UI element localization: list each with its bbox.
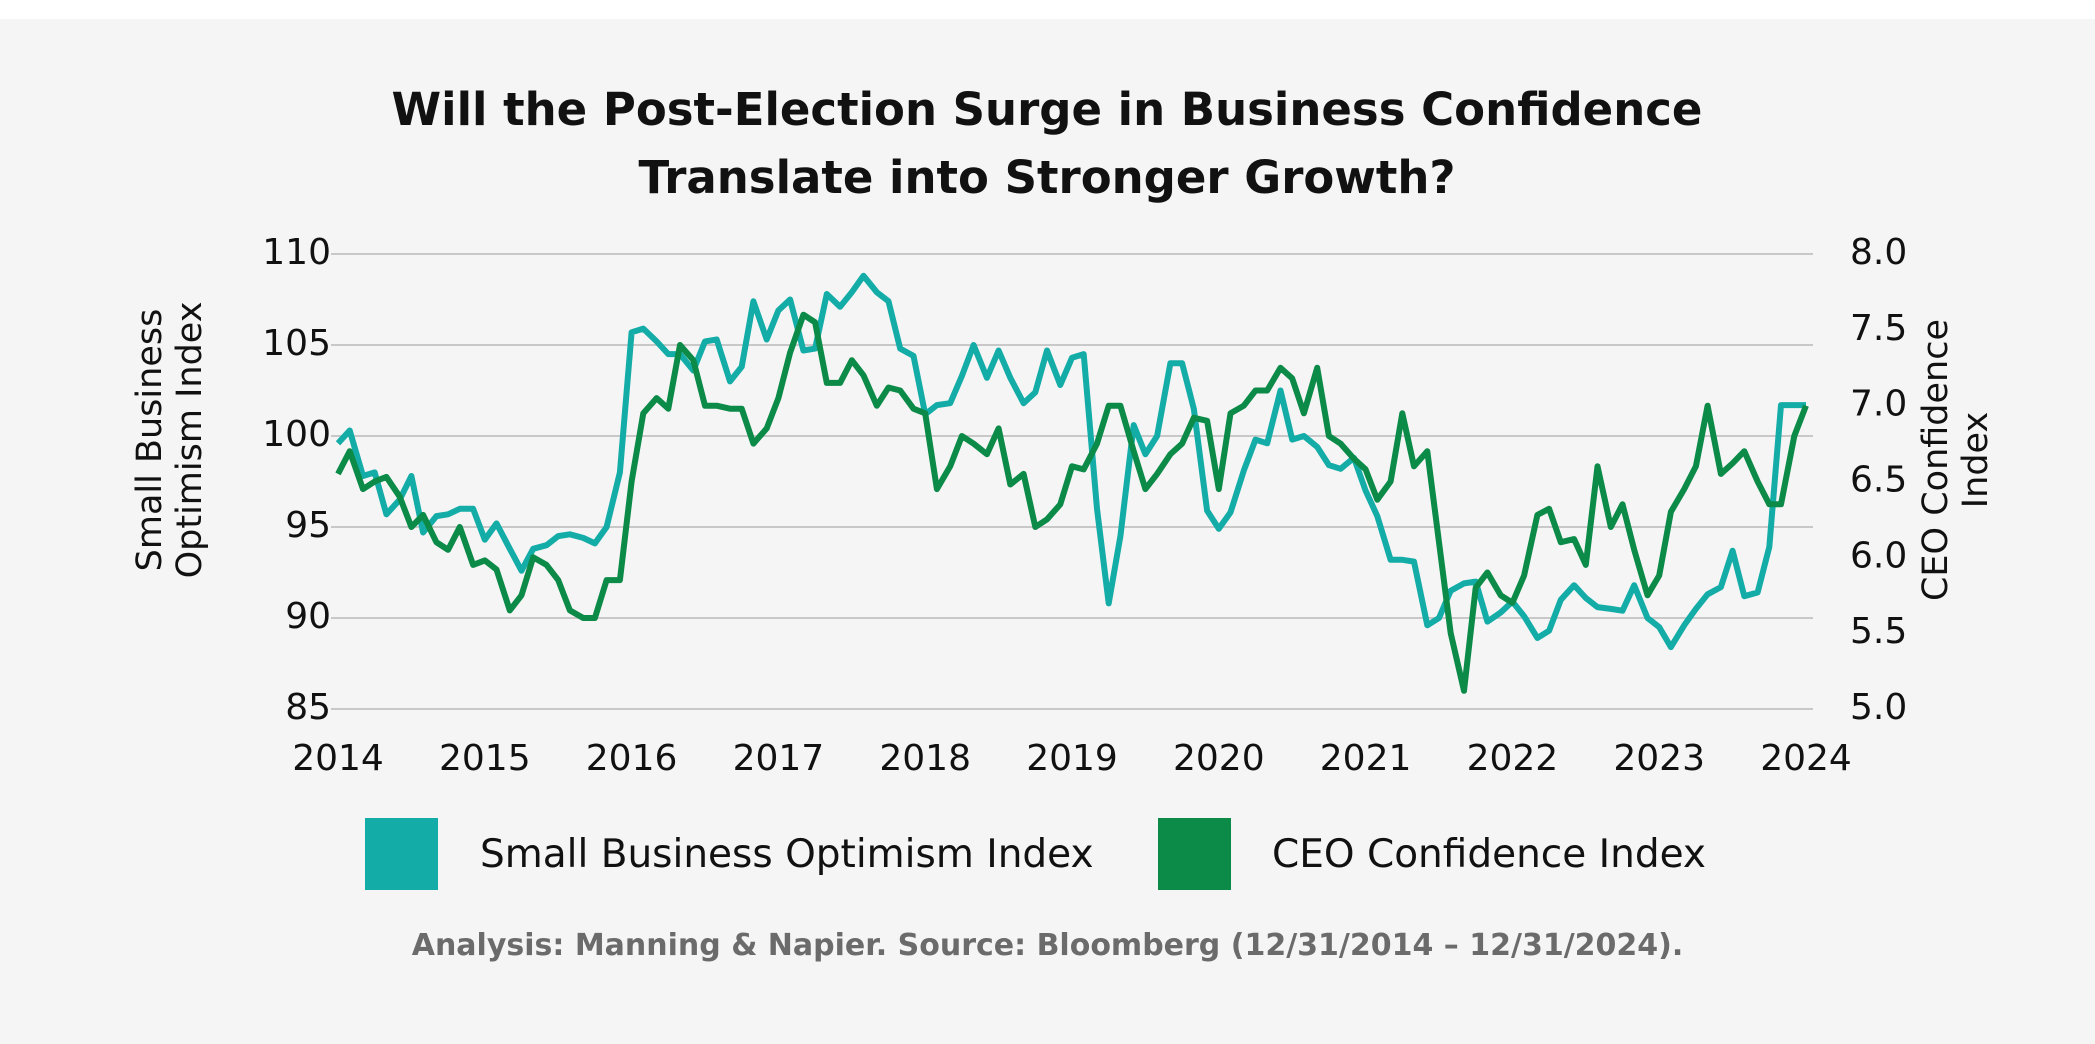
x-tick-label: 2020 [1173,738,1265,779]
y-tick-label: 100 [262,414,331,455]
y-tick-label: 90 [285,596,331,637]
legend-swatch [1158,818,1231,890]
y-tick-label: 95 [285,505,331,546]
y-tick-label: 110 [262,232,331,273]
x-tick-label: 2021 [1320,738,1412,779]
y2-tick-label: 7.0 [1850,384,1907,425]
x-tick-label: 2023 [1613,738,1705,779]
x-tick-label: 2014 [292,738,384,779]
y2-tick-label: 8.0 [1850,232,1907,273]
y2-tick-label: 6.5 [1850,460,1907,501]
y2-tick-label: 7.5 [1850,308,1907,349]
series-line [335,272,1806,651]
source-note: Analysis: Manning & Napier. Source: Bloo… [411,928,1684,963]
x-tick-label: 2017 [733,738,825,779]
x-tick-label: 2019 [1026,738,1118,779]
top-band [0,0,2095,19]
y-tick-label: 105 [262,323,331,364]
y2-tick-label: 5.0 [1850,687,1907,728]
legend-label: Small Business Optimism Index [480,832,1094,877]
series-line [335,311,1809,694]
x-tick-label: 2018 [879,738,971,779]
chart-title: Will the Post-Election Surge in Business… [391,83,1703,204]
y2-tick-label: 6.0 [1850,535,1907,576]
x-tick-label: 2015 [439,738,531,779]
legend-swatch [365,818,438,890]
legend-label: CEO Confidence Index [1272,832,1707,877]
x-tick-label: 2016 [586,738,678,779]
y2-tick-label: 5.5 [1850,611,1907,652]
x-tick-label: 2024 [1760,738,1852,779]
y-tick-label: 85 [285,687,331,728]
x-tick-label: 2022 [1467,738,1559,779]
